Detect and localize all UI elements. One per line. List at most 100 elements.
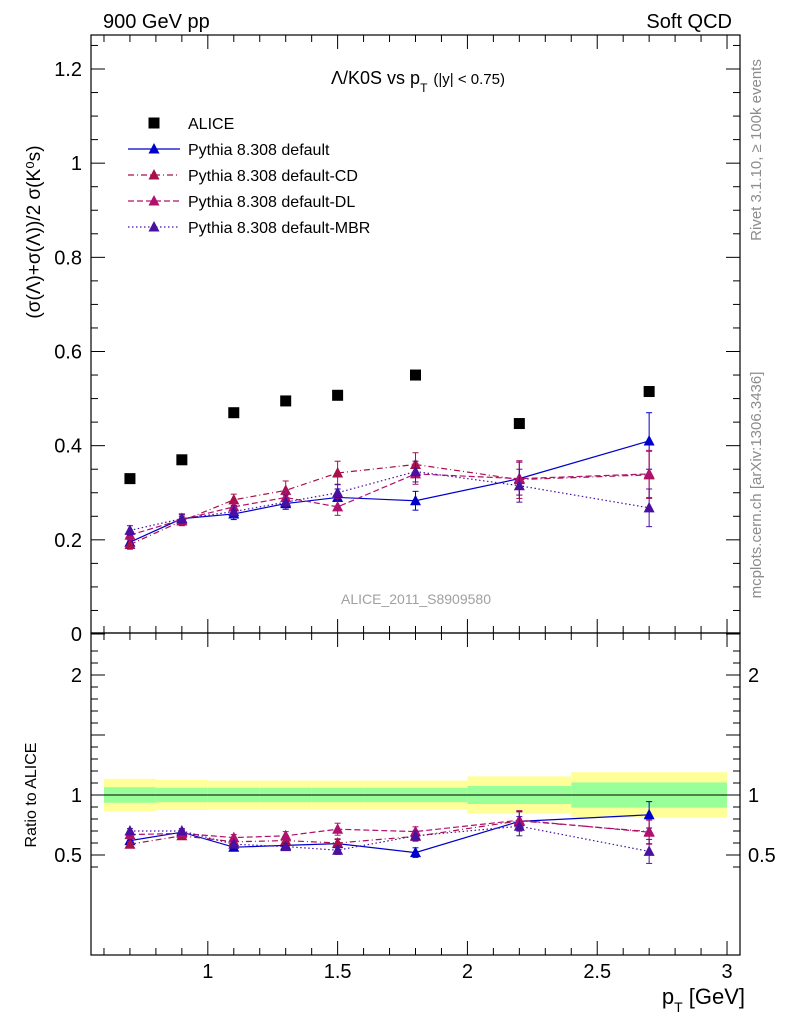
data-point (332, 466, 344, 478)
series-line (129, 473, 650, 536)
data-point (410, 494, 421, 506)
rivet-label: Rivet 3.1.10, ≥ 100k events (748, 59, 765, 241)
data-point (228, 838, 240, 849)
legend-label: ALICE (188, 116, 234, 133)
ratio-ylabel: Ratio to ALICE (23, 743, 40, 848)
data-point (280, 395, 292, 407)
series-line (129, 825, 650, 852)
y-tick-label: 2 (71, 665, 82, 687)
data-point (332, 837, 344, 848)
y-tick-label: 0.2 (54, 530, 82, 552)
data-point (176, 825, 188, 836)
series-pythia-8-308-default-mbr (124, 460, 655, 536)
data-point (228, 407, 240, 419)
title-sub: T (420, 81, 428, 95)
data-point (410, 846, 421, 858)
data-point (643, 808, 655, 820)
data-point (124, 524, 136, 535)
y-tick-label-right: 0.5 (748, 845, 776, 867)
series-pythia-8-308-default-mbr (124, 816, 655, 864)
data-point (410, 369, 421, 381)
legend-item: ALICE (148, 116, 234, 133)
series-alice (124, 369, 655, 485)
series-line (129, 440, 650, 543)
data-point (124, 538, 136, 550)
analysis-watermark: ALICE_2011_S8909580 (341, 591, 491, 607)
data-point (124, 473, 136, 485)
xlabel-main: p (662, 984, 674, 1009)
x-tick-label: 1.5 (324, 961, 352, 983)
data-point (228, 505, 240, 517)
legend-marker (148, 221, 160, 232)
data-point (124, 825, 136, 836)
data-point (280, 484, 292, 495)
legend-marker (148, 143, 160, 154)
legend-label: Pythia 8.308 default (188, 142, 330, 159)
header-left: 900 GeV pp (103, 11, 210, 33)
data-point (513, 418, 525, 430)
x-tick-label: 3 (721, 961, 732, 983)
data-point (176, 512, 188, 524)
data-point (643, 386, 655, 398)
main-panel: 0 0.2 0.4 0.6 0.8 1 1.2 (54, 34, 741, 646)
data-point (643, 826, 655, 837)
data-point (332, 823, 344, 834)
series-line (129, 819, 650, 839)
x-tick-label: 1 (202, 961, 213, 983)
legend-item: Pythia 8.308 default-CD (128, 168, 358, 185)
data-point (643, 434, 655, 446)
data-point (280, 840, 292, 852)
mcplots-label: mcplots.cern.ch [arXiv:1306.3436] (748, 372, 765, 599)
y-tick-label: 0 (71, 624, 82, 646)
xlabel-unit: [GeV] (683, 984, 745, 1009)
y-tick-label: 0.6 (54, 342, 82, 364)
series-pythia-8-308-default-cd (124, 450, 655, 550)
series-pythia-8-308-default (124, 412, 655, 548)
y-tick-label: 0.8 (54, 247, 82, 269)
y-tick-label-right: 1 (748, 785, 759, 807)
xlabel-sub: T (674, 999, 683, 1015)
data-point (643, 467, 655, 479)
data-point (280, 496, 292, 507)
data-point (513, 479, 525, 491)
series-line (129, 820, 650, 845)
title-cut: (|y| < 0.75) (433, 71, 505, 88)
legend-marker (148, 195, 160, 206)
data-point (643, 845, 655, 856)
data-point (332, 486, 344, 498)
series-line (129, 470, 650, 532)
data-point (410, 465, 421, 477)
x-tick-label: 2.5 (583, 961, 611, 983)
series-line (129, 814, 650, 854)
data-point (332, 389, 344, 401)
main-title: Λ/K0S vs pT (|y| < 0.75) (331, 68, 505, 95)
x-tick-label: 2 (462, 961, 473, 983)
y-tick-label: 0.4 (54, 436, 82, 458)
title-main: Λ/K0S vs p (331, 68, 420, 88)
main-ylabel: (σ(Λ)+σ(Λ))/2 σ(K⁰s) (24, 145, 45, 318)
y-tick-label-right: 2 (748, 665, 759, 687)
data-point (176, 454, 188, 466)
legend-marker (148, 117, 160, 129)
legend-item: Pythia 8.308 default (128, 142, 330, 159)
legend-label: Pythia 8.308 default-MBR (188, 220, 370, 237)
data-point (124, 838, 136, 849)
y-tick-label: 1 (71, 785, 82, 807)
legend-label: Pythia 8.308 default-DL (188, 194, 355, 211)
data-point (228, 831, 240, 843)
legend: ALICE Pythia 8.308 default Pythia 8.308 de… (128, 116, 370, 237)
y-tick-label: 1 (71, 153, 82, 175)
y-tick-label: 0.5 (54, 845, 82, 867)
ratio-panel: 1 1.5 2 2.5 3 0.5 0.5 1 1 2 2 (54, 35, 776, 983)
data-point (513, 820, 525, 831)
header-right: Soft QCD (646, 11, 732, 33)
data-point (332, 844, 344, 855)
legend-label: Pythia 8.308 default-CD (188, 168, 358, 185)
legend-item: Pythia 8.308 default-MBR (128, 220, 370, 237)
legend-marker (148, 169, 160, 180)
x-axis-title: pT [GeV] (662, 984, 745, 1015)
data-point (643, 501, 655, 513)
legend-item: Pythia 8.308 default-DL (128, 194, 355, 211)
